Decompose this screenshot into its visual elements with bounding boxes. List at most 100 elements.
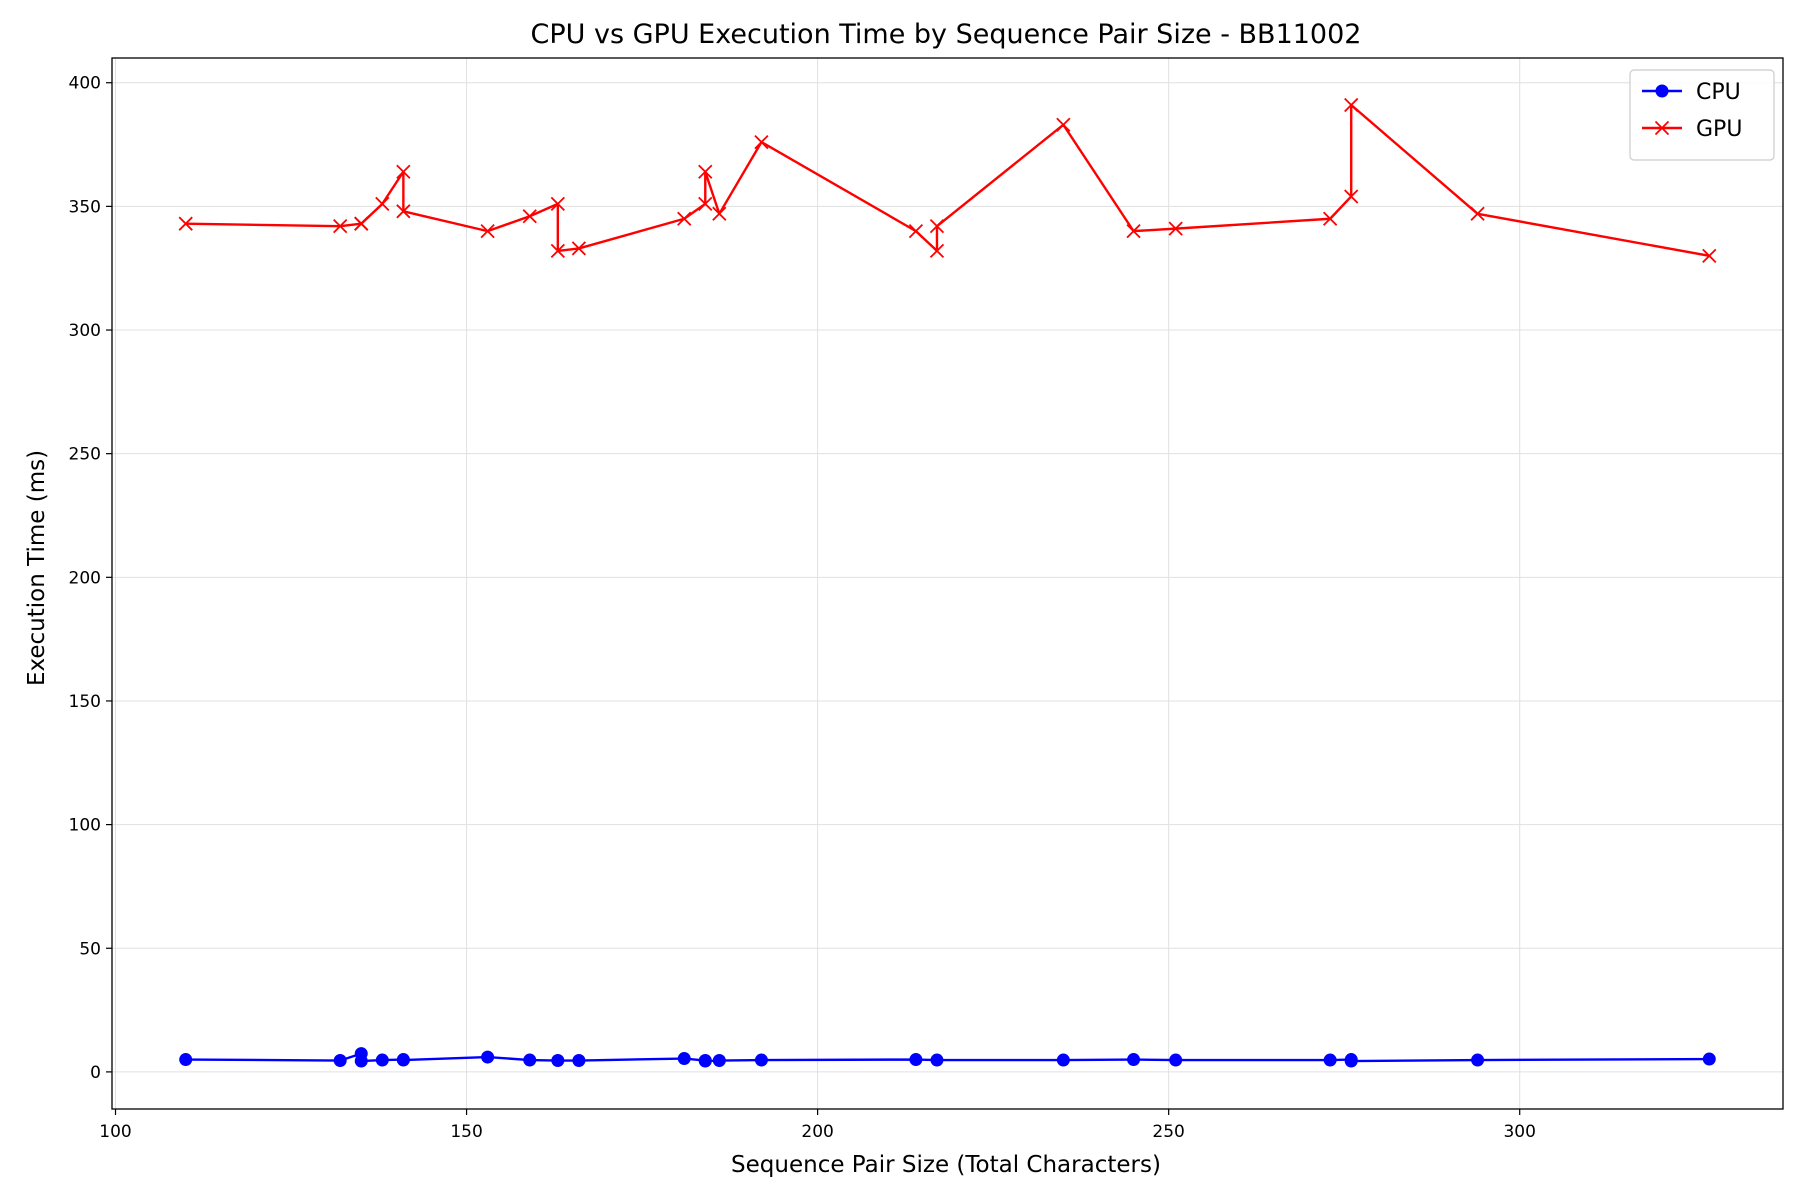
gpu-point: [1056, 117, 1071, 132]
gpu-point-stroke: [1702, 248, 1717, 263]
gpu-point-stroke: [712, 206, 727, 221]
gpu-point-stroke: [571, 241, 587, 256]
legend-marker: [1654, 120, 1670, 136]
legend-marker-stroke: [1654, 120, 1670, 136]
plot-frame: [111, 57, 1784, 1110]
cpu-point: [677, 1052, 691, 1066]
gpu-point: [1344, 189, 1359, 204]
cpu-point: [1323, 1053, 1337, 1067]
gpu-point: [333, 219, 348, 234]
gpu-point-stroke: [929, 243, 945, 259]
gpu-point-stroke: [396, 204, 411, 219]
cpu-point: [551, 1054, 565, 1068]
gpu-point-stroke: [396, 164, 411, 179]
x-tick-label: 150: [450, 1122, 482, 1142]
x-tick-label: 250: [1152, 1122, 1184, 1142]
y-tick-label: 0: [90, 1063, 101, 1083]
gpu-point-stroke: [908, 223, 924, 239]
legend-item-gpu: GPU: [1642, 117, 1742, 142]
gpu-point-stroke: [1470, 206, 1485, 221]
cpu-point: [572, 1054, 586, 1068]
ticks: 100 150 200 250 300 0 50 100 150 200 250 300 350 400: [69, 74, 1536, 1142]
cpu-point: [698, 1054, 712, 1068]
gpu-point: [550, 196, 565, 212]
gpu-point: [1344, 97, 1359, 113]
gpu-point: [1168, 221, 1183, 236]
gpu-point: [354, 216, 369, 231]
legend-marker: [1655, 84, 1669, 98]
gpu-point-stroke: [1056, 117, 1071, 132]
grid: [112, 58, 1783, 1109]
cpu-point: [754, 1053, 768, 1067]
y-tick-label: 100: [69, 816, 101, 836]
gpu-point-stroke: [677, 211, 692, 226]
gpu-point-stroke: [698, 196, 713, 212]
gpu-point: [698, 164, 713, 179]
gpu-point-stroke: [522, 209, 537, 224]
gpu-point: [677, 211, 692, 226]
gpu-point-stroke: [354, 216, 369, 231]
gpu-point: [1323, 211, 1338, 226]
cpu-point: [1127, 1053, 1141, 1067]
x-tick-label: 300: [1503, 1122, 1535, 1142]
gpu-point-stroke: [550, 196, 565, 212]
series: [178, 97, 1717, 1068]
x-tick-label: 100: [99, 1122, 131, 1142]
gpu-point: [375, 196, 390, 212]
gpu-point: [480, 223, 495, 239]
gpu-point: [908, 223, 924, 239]
gpu-point-stroke: [480, 223, 495, 239]
x-axis-title: Sequence Pair Size (Total Characters): [731, 1152, 1161, 1178]
gpu-point: [396, 204, 411, 219]
gpu-point-stroke: [333, 219, 348, 234]
gpu-point-stroke: [178, 216, 193, 231]
cpu-point: [1471, 1053, 1485, 1067]
gpu-point-stroke: [698, 164, 713, 179]
cpu-point: [354, 1054, 368, 1068]
legend-label: CPU: [1696, 80, 1741, 105]
cpu-point: [1702, 1052, 1716, 1066]
gpu-point-stroke: [375, 196, 390, 212]
gpu-point: [571, 241, 587, 256]
gpu-point: [396, 164, 411, 179]
cpu-point: [396, 1053, 410, 1067]
y-tick-label: 150: [69, 692, 101, 712]
gpu-point-stroke: [550, 243, 565, 259]
gpu-point-stroke: [1344, 97, 1359, 113]
cpu-point: [1344, 1054, 1358, 1068]
chart-title: CPU vs GPU Execution Time by Sequence Pa…: [531, 19, 1362, 50]
gpu-point-stroke: [1323, 211, 1338, 226]
cpu-point: [909, 1053, 923, 1067]
cpu-point: [930, 1053, 944, 1067]
y-tick-label: 250: [69, 445, 101, 465]
gpu-point: [550, 243, 565, 259]
gpu-point: [1126, 223, 1141, 239]
y-tick-label: 350: [69, 197, 101, 217]
cpu-point: [375, 1053, 389, 1067]
cpu-point: [481, 1050, 495, 1064]
gpu-point: [698, 196, 713, 212]
y-tick-label: 50: [79, 939, 101, 959]
y-tick-label: 400: [69, 74, 101, 94]
gpu-point-stroke: [1344, 189, 1359, 204]
cpu-point: [1169, 1053, 1183, 1067]
gpu-point: [754, 134, 769, 150]
y-tick-label: 200: [69, 568, 101, 588]
gpu-point: [929, 219, 945, 234]
y-tick-label: 300: [69, 321, 101, 341]
gpu-point-stroke: [1168, 221, 1183, 236]
gpu-point: [929, 243, 945, 259]
legend: CPU GPU: [1629, 69, 1775, 161]
gpu-series: [178, 97, 1717, 263]
y-axis-title: Execution Time (ms): [24, 450, 50, 686]
legend-label: GPU: [1696, 117, 1742, 142]
cpu-point: [523, 1053, 537, 1067]
gpu-point: [1702, 248, 1717, 263]
gpu-point-stroke: [754, 134, 769, 150]
x-tick-label: 200: [801, 1122, 833, 1142]
gpu-point: [178, 216, 193, 231]
cpu-point: [712, 1054, 726, 1068]
